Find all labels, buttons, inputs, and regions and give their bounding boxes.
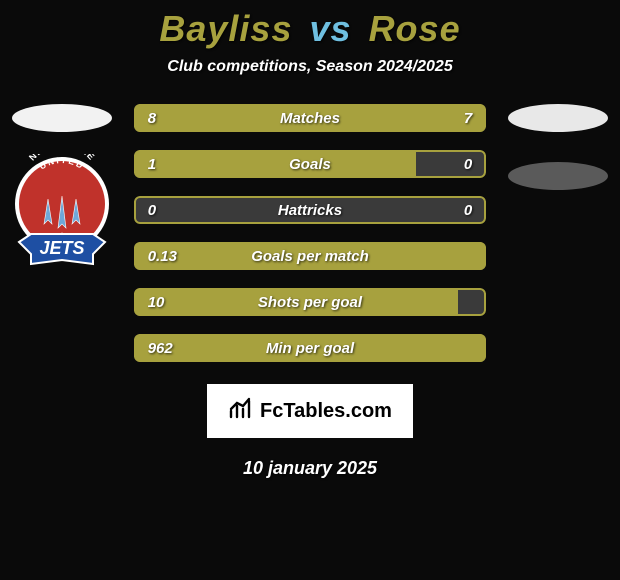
brand-logo: FcTables.com <box>207 384 413 438</box>
main-row: NEWCASTLE UNITED JETS <box>0 104 620 362</box>
stats-comparison-card: Bayliss vs Rose Club competitions, Seaso… <box>0 0 620 479</box>
player1-club-badge: NEWCASTLE UNITED JETS <box>13 154 111 272</box>
stat-value-left: 0.13 <box>148 248 178 265</box>
bar-content: 8 Matches 7 <box>134 104 487 132</box>
player1-photo-placeholder <box>12 104 112 132</box>
stat-value-left: 0 <box>148 202 178 219</box>
stat-label: Goals <box>289 156 331 173</box>
stat-value-left: 8 <box>148 110 178 127</box>
stat-label: Goals per match <box>251 248 369 265</box>
player2-name: Rose <box>369 8 461 49</box>
left-column: NEWCASTLE UNITED JETS <box>8 104 116 272</box>
player2-club-placeholder <box>508 162 608 190</box>
stat-bar-row: 8 Matches 7 <box>134 104 487 132</box>
stat-label: Min per goal <box>266 340 354 357</box>
player1-name: Bayliss <box>159 8 292 49</box>
brand-text: FcTables.com <box>260 400 392 423</box>
stat-bar-row: 0.13 Goals per match <box>134 242 487 270</box>
chart-icon <box>228 397 254 425</box>
club-badge-svg: NEWCASTLE UNITED JETS <box>13 154 111 272</box>
stat-bars: 8 Matches 7 1 Goals 0 0 Hattricks 0 0.13 Goals per… <box>134 104 487 362</box>
stat-value-right: 0 <box>442 202 472 219</box>
bar-content: 1 Goals 0 <box>134 150 487 178</box>
page-title: Bayliss vs Rose <box>0 8 620 50</box>
stat-value-right: 7 <box>442 110 472 127</box>
stat-bar-row: 0 Hattricks 0 <box>134 196 487 224</box>
subtitle: Club competitions, Season 2024/2025 <box>0 58 620 76</box>
stat-bar-row: 962 Min per goal <box>134 334 487 362</box>
right-column <box>504 104 612 190</box>
stat-label: Matches <box>280 110 340 127</box>
player2-photo-placeholder <box>508 104 608 132</box>
bar-content: 0 Hattricks 0 <box>134 196 487 224</box>
stat-label: Hattricks <box>278 202 342 219</box>
stat-value-left: 10 <box>148 294 178 311</box>
stat-value-right: 0 <box>442 156 472 173</box>
stat-bar-row: 1 Goals 0 <box>134 150 487 178</box>
bar-content: 10 Shots per goal <box>134 288 487 316</box>
vs-text: vs <box>310 8 352 49</box>
stat-label: Shots per goal <box>258 294 362 311</box>
badge-banner-text: JETS <box>39 238 84 258</box>
bar-content: 962 Min per goal <box>134 334 487 362</box>
stat-value-left: 962 <box>148 340 178 357</box>
stat-bar-row: 10 Shots per goal <box>134 288 487 316</box>
bar-content: 0.13 Goals per match <box>134 242 487 270</box>
stat-value-left: 1 <box>148 156 178 173</box>
footer-date: 10 january 2025 <box>0 458 620 479</box>
